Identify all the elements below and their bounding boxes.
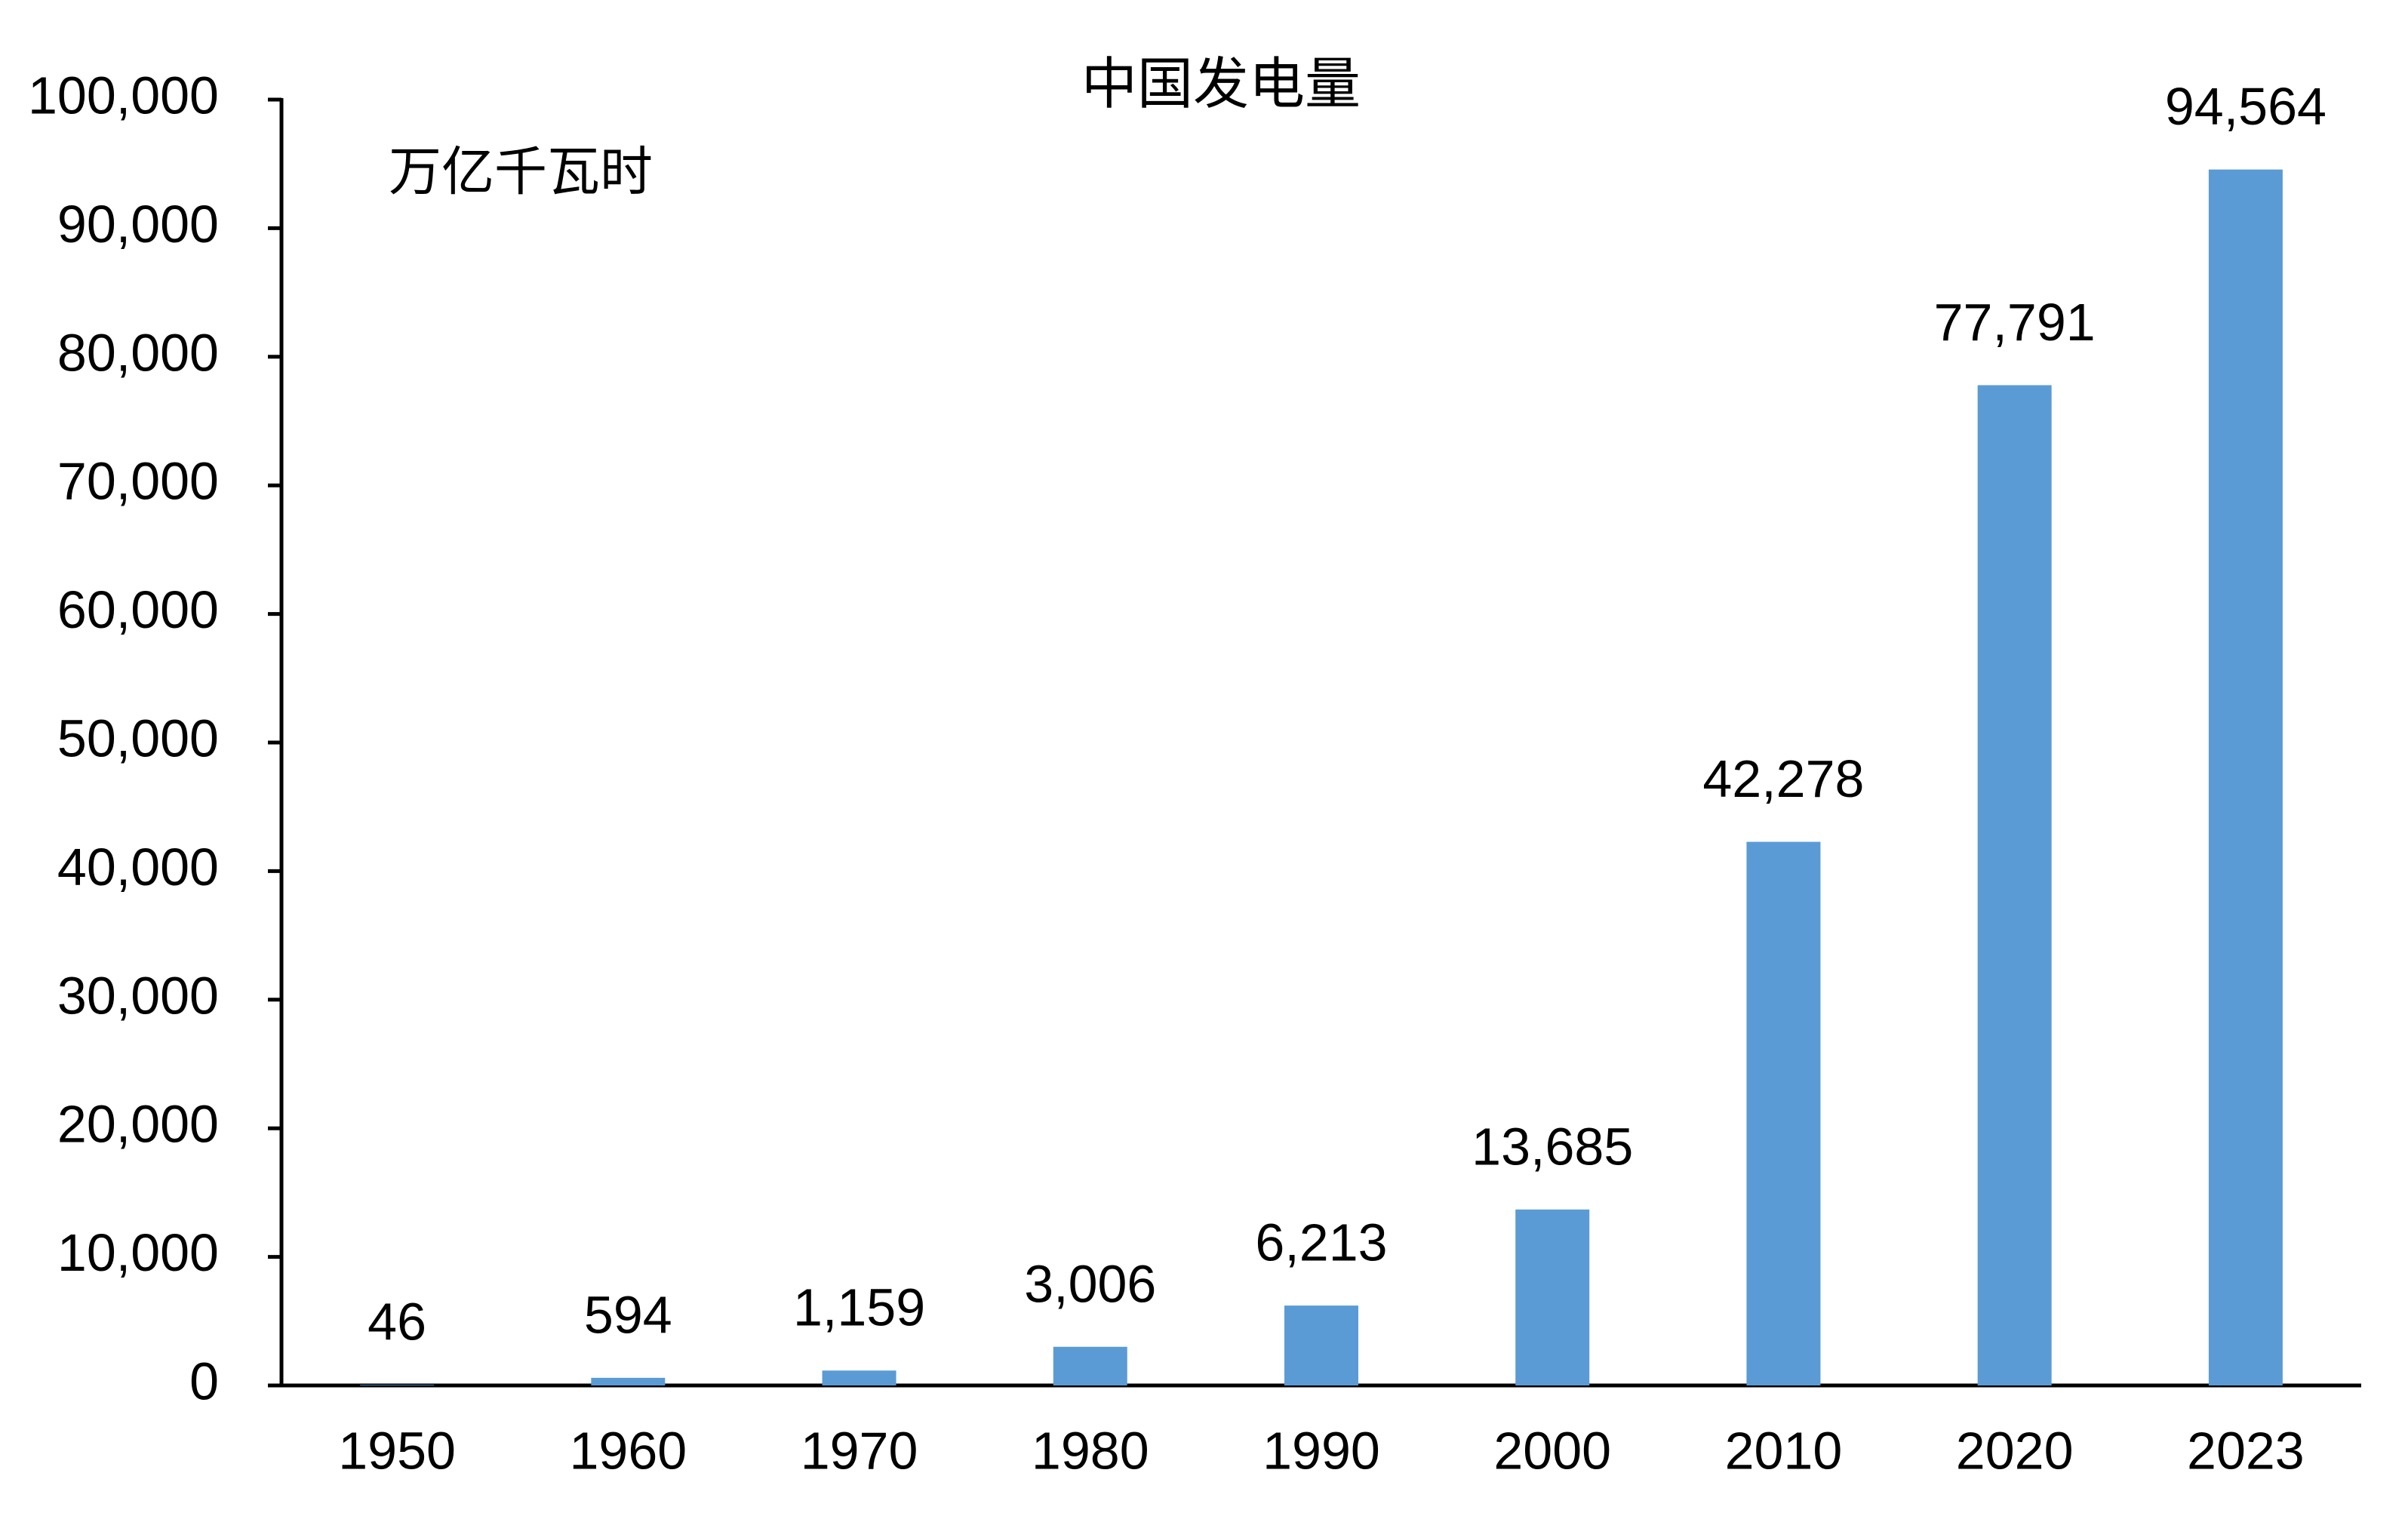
y-axis-label: 万亿千瓦时 bbox=[389, 142, 653, 201]
x-tick-label: 2020 bbox=[1956, 1421, 2074, 1480]
data-label: 1,159 bbox=[793, 1278, 925, 1337]
data-label: 6,213 bbox=[1255, 1213, 1387, 1272]
y-tick-label: 40,000 bbox=[57, 838, 219, 896]
y-tick-label: 20,000 bbox=[57, 1095, 219, 1154]
data-label: 77,791 bbox=[1934, 293, 2096, 352]
x-tick-label: 1980 bbox=[1032, 1421, 1149, 1480]
x-tick-label: 1950 bbox=[338, 1421, 456, 1480]
bar bbox=[1977, 385, 2052, 1385]
bar bbox=[591, 1377, 666, 1385]
x-tick-label: 2000 bbox=[1493, 1421, 1611, 1480]
bar bbox=[822, 1370, 896, 1385]
bar bbox=[1746, 841, 1821, 1385]
y-tick-label: 90,000 bbox=[57, 195, 219, 254]
y-tick-label: 30,000 bbox=[57, 966, 219, 1025]
data-label: 42,278 bbox=[1702, 749, 1864, 808]
bar bbox=[1515, 1209, 1590, 1385]
x-tick-label: 1960 bbox=[569, 1421, 687, 1480]
y-tick-label: 10,000 bbox=[57, 1223, 219, 1282]
y-tick-label: 80,000 bbox=[57, 323, 219, 382]
chart-title: 中国发电量 bbox=[1081, 53, 1361, 115]
data-label: 13,685 bbox=[1472, 1117, 1633, 1176]
y-tick-label: 50,000 bbox=[57, 709, 219, 767]
data-label: 46 bbox=[368, 1293, 426, 1351]
y-tick-label: 70,000 bbox=[57, 452, 219, 511]
x-tick-label: 2010 bbox=[1725, 1421, 1843, 1480]
data-label: 594 bbox=[584, 1285, 672, 1344]
y-tick-label: 0 bbox=[189, 1351, 219, 1410]
x-tick-label: 1970 bbox=[801, 1421, 918, 1480]
x-tick-label: 2023 bbox=[2187, 1421, 2305, 1480]
bar bbox=[1053, 1346, 1127, 1385]
data-label: 94,564 bbox=[2165, 77, 2327, 136]
y-tick-label: 100,000 bbox=[28, 66, 219, 125]
data-label: 3,006 bbox=[1024, 1254, 1156, 1313]
bar bbox=[2208, 169, 2283, 1386]
y-tick-label: 60,000 bbox=[57, 580, 219, 639]
x-tick-label: 1990 bbox=[1262, 1421, 1380, 1480]
bar bbox=[1284, 1305, 1358, 1385]
